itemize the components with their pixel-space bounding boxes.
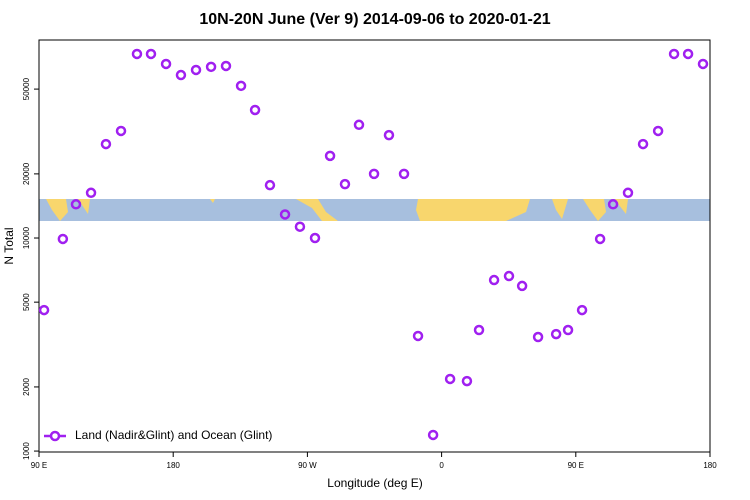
point — [324, 150, 336, 162]
point — [503, 270, 515, 282]
point — [637, 138, 649, 150]
x-tick-label: 180 — [167, 461, 181, 470]
point — [70, 199, 82, 210]
point — [427, 429, 439, 441]
point — [668, 48, 680, 60]
point — [115, 125, 127, 137]
y-axis-label: N Total — [2, 227, 16, 264]
point — [264, 179, 276, 191]
point — [339, 178, 351, 190]
point — [235, 80, 247, 92]
point — [594, 233, 606, 245]
point — [516, 280, 528, 292]
point — [607, 199, 619, 210]
point — [190, 64, 202, 76]
point — [682, 48, 694, 60]
point — [368, 168, 380, 180]
point — [412, 330, 424, 342]
point — [57, 233, 69, 245]
point — [220, 60, 232, 72]
point — [473, 324, 485, 336]
x-tick-label: 90 E — [31, 461, 47, 470]
chart-title: 10N-20N June (Ver 9) 2014-09-06 to 2020-… — [199, 11, 550, 28]
point — [38, 304, 50, 316]
x-tick-label: 90 E — [568, 461, 584, 470]
point — [205, 61, 217, 73]
point — [279, 209, 291, 220]
x-tick-label: 90 W — [298, 461, 317, 470]
point — [461, 375, 473, 387]
point — [249, 104, 261, 116]
x-tick-label: 180 — [703, 461, 717, 470]
point — [175, 69, 187, 81]
point — [309, 232, 321, 244]
map-strip — [39, 199, 710, 221]
point — [576, 304, 588, 316]
y-tick-label: 20000 — [22, 162, 31, 185]
y-tick-label: 50000 — [22, 77, 31, 100]
plot-frame — [38, 39, 711, 453]
point — [622, 187, 634, 199]
point — [160, 58, 172, 70]
y-tick-label: 5000 — [22, 293, 31, 311]
point — [398, 168, 410, 180]
point — [532, 331, 544, 343]
x-axis-label: Longitude (deg E) — [327, 476, 422, 490]
point — [131, 48, 143, 60]
legend-label: Land (Nadir&Glint) and Ocean (Glint) — [75, 428, 272, 442]
point — [444, 373, 456, 385]
point — [652, 125, 664, 137]
point — [562, 324, 574, 336]
point — [353, 119, 365, 131]
y-tick-label: 1000 — [22, 442, 31, 460]
x-tick-label: 0 — [439, 461, 444, 470]
point — [145, 48, 157, 60]
point — [383, 129, 395, 141]
point — [550, 328, 562, 340]
point — [294, 221, 306, 232]
point — [85, 187, 97, 199]
y-tick-label: 2000 — [22, 377, 31, 395]
point — [100, 138, 112, 150]
point — [697, 58, 709, 70]
y-tick-label: 10000 — [22, 226, 31, 249]
legend-marker — [49, 430, 61, 442]
point — [488, 274, 500, 286]
